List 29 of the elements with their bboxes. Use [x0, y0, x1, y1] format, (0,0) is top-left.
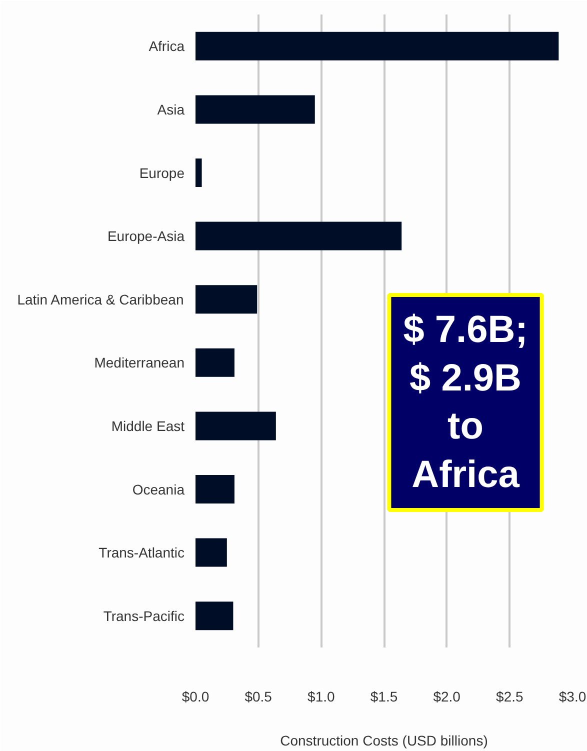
x-tick-label: $0.0 [182, 688, 210, 704]
x-axis-title: Construction Costs (USD billions) [280, 732, 488, 748]
bar [196, 222, 402, 250]
y-tick-label: Latin America & Caribbean [17, 291, 184, 308]
y-tick-label: Trans-Atlantic [98, 544, 185, 561]
x-tick-label: $2.5 [496, 688, 524, 704]
y-tick-label: Europe-Asia [107, 228, 185, 244]
bar [196, 32, 559, 60]
x-tick-label: $3.0 [558, 688, 586, 704]
y-tick-label: Middle East [111, 418, 185, 434]
y-tick-label: Africa [148, 38, 185, 54]
x-tick-label: $1.0 [308, 688, 336, 704]
bar [196, 348, 234, 377]
x-tick-label: $1.5 [370, 688, 398, 704]
bar [196, 538, 227, 567]
y-tick-label: Trans-Pacific [103, 608, 185, 624]
bar [196, 95, 315, 124]
bar [196, 412, 276, 440]
bar [196, 158, 202, 187]
y-tick-label: Oceania [132, 481, 185, 498]
x-tick-label: $2.0 [433, 688, 461, 704]
bar [196, 475, 234, 504]
y-tick-label: Europe [139, 164, 185, 181]
bar [196, 602, 234, 630]
bar [196, 285, 258, 314]
x-tick-label: $0.5 [244, 688, 272, 704]
annotation: $ 7.6B; $ 2.9B to Africa [403, 309, 528, 496]
y-tick-label: Mediterranean [94, 354, 185, 371]
y-tick-label: Asia [157, 101, 185, 118]
